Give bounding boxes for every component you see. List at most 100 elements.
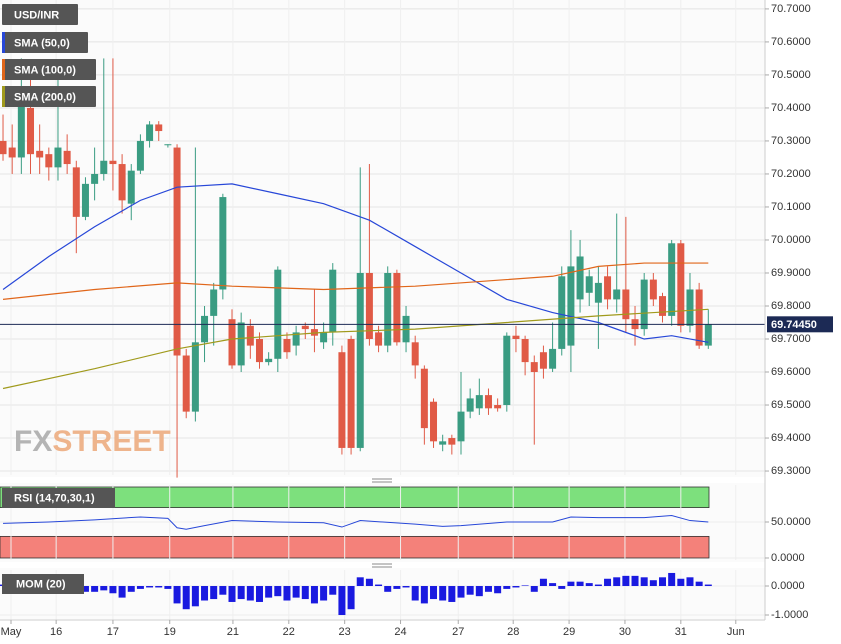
legend-box	[2, 59, 96, 80]
y-tick-label: -1.0000	[771, 609, 808, 621]
mom-bar	[219, 586, 227, 595]
mom-bar	[631, 575, 639, 587]
x-tick-label: 17	[107, 626, 119, 638]
mom-bar	[549, 583, 557, 587]
y-tick-label: 69.6000	[771, 366, 811, 378]
candle-body	[109, 160, 117, 165]
mom-bar	[265, 586, 273, 598]
legend-swatch	[2, 59, 5, 80]
x-tick-label: 16	[50, 626, 62, 638]
legend-box	[2, 488, 115, 508]
grid	[0, 0, 765, 620]
candle-body	[530, 362, 538, 373]
candle-body	[228, 319, 236, 366]
mom-bar	[228, 586, 236, 602]
y-tick-label: 70.7000	[771, 3, 811, 15]
mom-bar	[310, 586, 318, 604]
sma-line	[2, 183, 709, 343]
candle-body	[466, 398, 474, 412]
mom-bar	[420, 586, 428, 604]
candle-body	[255, 339, 263, 363]
mom-bar	[402, 586, 410, 588]
candle-body	[54, 147, 62, 168]
candle-body	[338, 352, 346, 448]
panel-handle	[372, 478, 392, 568]
mom-bar	[585, 583, 593, 587]
candle-body	[420, 368, 428, 429]
mom-bar	[567, 581, 575, 587]
candle-body	[494, 405, 502, 409]
mom-bar	[686, 577, 694, 587]
y-tick-label: 69.9000	[771, 267, 811, 279]
candle-body	[430, 401, 438, 442]
candle-body	[283, 339, 291, 353]
mom-bar	[448, 586, 456, 602]
mom-bar	[329, 586, 337, 595]
mom-bar	[622, 575, 630, 587]
mom-bar	[255, 586, 263, 602]
labels: 70.7000 70.6000 70.5000 70.4000 70.3000 70.20…	[1, 3, 833, 638]
watermark-part: STREET	[52, 425, 170, 458]
legend-box	[2, 86, 96, 107]
candle-body	[576, 256, 584, 300]
mom-bar	[530, 586, 538, 592]
mom-bar	[659, 577, 667, 587]
candle-body	[549, 348, 557, 369]
candle-body	[677, 243, 685, 326]
mom-bar	[439, 586, 447, 601]
candle-body	[182, 355, 190, 412]
x-tick-label: 23	[339, 626, 351, 638]
y-tick-label: 69.4000	[771, 432, 811, 444]
mom-bar	[292, 586, 300, 598]
y-tick-label: 69.8000	[771, 300, 811, 312]
candle-body	[640, 279, 648, 330]
y-tick-label: 70.3000	[771, 135, 811, 147]
candle-body	[503, 335, 511, 406]
candle-body	[136, 140, 144, 171]
x-tick-label: 30	[619, 626, 631, 638]
candle-body	[246, 325, 254, 346]
candle-body	[201, 315, 209, 343]
mom-bar	[668, 572, 676, 587]
candle-body	[393, 272, 401, 343]
legend-label: RSI (14,70,30,1)	[14, 492, 95, 504]
candle-body	[27, 107, 35, 155]
mom-bar	[558, 586, 566, 589]
mom-bar	[283, 586, 291, 601]
candle-body	[36, 150, 44, 158]
y-tick-label: 0.0000	[771, 552, 805, 564]
mom-bar	[320, 586, 328, 601]
mom-bar	[127, 586, 135, 592]
mom-bar	[338, 586, 346, 616]
overbought-zone	[0, 486, 710, 509]
mom-bar	[457, 586, 465, 598]
last-price-label: 69.74450	[771, 319, 817, 331]
mom-bar	[539, 578, 547, 587]
candle-body	[127, 170, 135, 204]
candle-body	[521, 339, 529, 363]
mom-bar	[274, 586, 282, 597]
candle-body	[448, 438, 456, 445]
candle-body	[155, 124, 163, 132]
candle-body	[17, 91, 25, 158]
candle-body	[585, 276, 593, 293]
candle-body	[274, 269, 282, 359]
mom-bar	[173, 586, 181, 604]
mom-bar	[384, 586, 392, 592]
sma-line	[2, 308, 709, 390]
plot: FXSTREET	[0, 58, 765, 616]
candle-body	[310, 329, 318, 336]
candle-body	[668, 243, 676, 316]
mom-bar	[677, 578, 685, 587]
legend-label: MOM (20)	[16, 578, 66, 590]
candle-body	[164, 144, 172, 146]
mom-bar	[237, 586, 245, 600]
candle-body	[72, 167, 80, 217]
candle-body	[356, 272, 364, 448]
mom-panel	[0, 568, 765, 619]
candle-body	[63, 150, 71, 165]
candle-body	[659, 296, 667, 316]
legend-swatch	[2, 86, 5, 107]
mom-bar	[100, 586, 108, 591]
candle-body	[91, 173, 99, 184]
